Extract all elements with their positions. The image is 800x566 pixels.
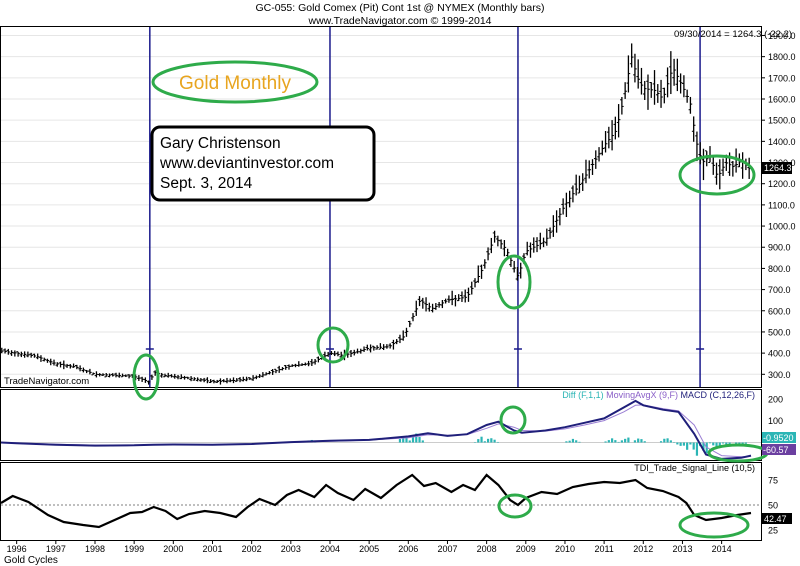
xtick-label: 1999 bbox=[124, 544, 144, 554]
chart-title: GC-055: Gold Comex (Pit) Cont 1st @ NYME… bbox=[256, 2, 545, 14]
macd-signal-line bbox=[0, 404, 752, 458]
xtick-label: 2003 bbox=[281, 544, 301, 554]
macd-value-2: -60.57 bbox=[763, 445, 789, 455]
tdi-title: TDI_Trade_Signal_Line (10,5) bbox=[634, 463, 755, 473]
cycle-low-oval bbox=[496, 254, 532, 310]
xtick-label: 2001 bbox=[202, 544, 222, 554]
author-date: Sept. 3, 2014 bbox=[160, 175, 253, 192]
xtick-label: 2005 bbox=[359, 544, 379, 554]
macd-panel-frame bbox=[0, 389, 762, 461]
author-name: Gary Christenson bbox=[160, 135, 281, 152]
macd-diff-label: Diff (F,1,1) bbox=[562, 390, 603, 400]
tdi-layer bbox=[0, 473, 752, 529]
xtick-label: 2006 bbox=[398, 544, 418, 554]
macd-value-box-2 bbox=[762, 444, 796, 455]
price-ytick-label: 700.0 bbox=[768, 285, 791, 295]
tdi-ytick-label: 50 bbox=[768, 501, 778, 511]
macd-ytick-label: 100 bbox=[768, 416, 783, 426]
xtick-label: 2009 bbox=[516, 544, 536, 554]
price-ytick-label: 1800.0 bbox=[768, 52, 796, 62]
xtick-label: 2000 bbox=[163, 544, 183, 554]
cycle-ovals bbox=[132, 154, 769, 539]
xtick-label: 1996 bbox=[7, 544, 27, 554]
price-bars bbox=[0, 43, 751, 385]
price-ytick-label: 1000.0 bbox=[768, 222, 796, 232]
grid-layer bbox=[1, 34, 761, 506]
price-ytick-label: 1100.0 bbox=[768, 200, 795, 210]
xtick-label: 2004 bbox=[320, 544, 340, 554]
price-ytick-label: 600.0 bbox=[768, 306, 791, 316]
macd-line bbox=[0, 399, 752, 460]
price-ytick-label: 500.0 bbox=[768, 327, 791, 337]
price-ytick-label: 300.0 bbox=[768, 370, 791, 380]
macd-main-label: MACD (C,12,26,F) bbox=[680, 390, 755, 400]
tdi-ytick-label: 25 bbox=[768, 526, 778, 536]
macd-title: Diff (F,1,1) MovingAvgX (9,F) MACD (C,12… bbox=[562, 390, 755, 400]
macd-value-box-1 bbox=[762, 432, 796, 443]
xtick-label: 1997 bbox=[46, 544, 66, 554]
price-ytick-label: 1600.0 bbox=[768, 95, 796, 105]
price-ytick-label: 400.0 bbox=[768, 349, 791, 359]
price-ytick-label: 1700.0 bbox=[768, 73, 796, 83]
cycle-low-oval bbox=[678, 511, 750, 539]
cycle-low-oval bbox=[497, 493, 533, 519]
last-price-box bbox=[762, 162, 792, 174]
macd-layer bbox=[0, 399, 752, 460]
cycle-low-oval bbox=[499, 405, 527, 435]
price-ytick-label: 1500.0 bbox=[768, 116, 796, 126]
cycle-low-oval bbox=[678, 154, 756, 196]
price-ytick-label: 1900.0 bbox=[768, 31, 796, 41]
last-price-label: 1264.3 bbox=[764, 163, 792, 173]
xtick-label: 2013 bbox=[672, 544, 692, 554]
xtick-label: 2007 bbox=[437, 544, 457, 554]
xtick-label: 2008 bbox=[477, 544, 497, 554]
xtick-label: 2011 bbox=[594, 544, 613, 554]
tdi-ytick-label: 75 bbox=[768, 476, 778, 486]
xtick-label: 2014 bbox=[712, 544, 732, 554]
tdi-panel-frame bbox=[0, 462, 762, 541]
price-ytick-label: 1400.0 bbox=[768, 137, 796, 147]
xtick-label: 1998 bbox=[85, 544, 105, 554]
xtick-label: 2012 bbox=[633, 544, 653, 554]
price-panel-frame bbox=[0, 26, 762, 388]
gold-monthly-label: Gold Monthly bbox=[179, 73, 291, 94]
footer-label: Gold Cycles bbox=[4, 555, 58, 566]
xtick-label: 2002 bbox=[242, 544, 262, 554]
author-site: www.deviantinvestor.com bbox=[159, 155, 334, 172]
price-readout: 09/30/2014 = 1264.3 (-22.2) bbox=[674, 29, 792, 40]
gold-monthly-oval bbox=[151, 60, 319, 104]
price-ytick-label: 800.0 bbox=[768, 264, 791, 274]
price-ytick-label: 1200.0 bbox=[768, 179, 796, 189]
cycle-low-oval bbox=[316, 326, 350, 364]
xtick-label: 2010 bbox=[555, 544, 575, 554]
price-ytick-label: 900.0 bbox=[768, 243, 791, 253]
author-box bbox=[150, 125, 376, 202]
cycle-low-oval bbox=[132, 353, 160, 401]
macd-avg-label: MovingAvgX (9,F) bbox=[606, 390, 678, 400]
watermark: TradeNavigator.com bbox=[4, 376, 89, 387]
tdi-value: 42.47 bbox=[764, 514, 787, 524]
tdi-value-box bbox=[762, 513, 792, 524]
macd-ytick-label: 200 bbox=[768, 394, 783, 404]
chart-subtitle: www.TradeNavigator.com © 1999-2014 bbox=[307, 15, 491, 27]
macd-value-1: -0.9520 bbox=[763, 433, 794, 443]
axis-labels: 300.0 400.0 500.0 600.0 700.0 800.0 900.0 1000.… bbox=[7, 31, 796, 554]
tdi-line bbox=[0, 473, 752, 529]
